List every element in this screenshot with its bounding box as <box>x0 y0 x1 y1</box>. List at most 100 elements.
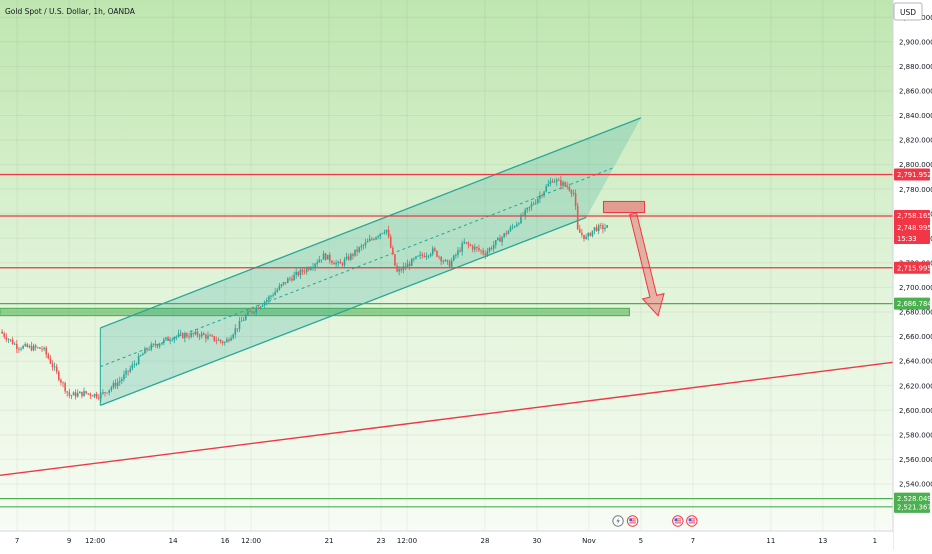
candle-body <box>350 254 352 260</box>
candle-body <box>326 254 329 260</box>
candle-body <box>541 195 543 196</box>
candle-body <box>383 232 386 234</box>
candle-body <box>249 311 251 313</box>
time-tick-label: 7 <box>691 537 695 545</box>
candle-body <box>394 254 396 266</box>
candle-body <box>499 237 501 242</box>
candle-body <box>570 190 573 194</box>
candle-body <box>476 246 478 249</box>
price-tick-label: 2,680.000 <box>899 309 932 317</box>
candle-body <box>402 266 405 271</box>
channel-upper-line[interactable] <box>100 117 642 329</box>
candle-body <box>165 337 167 340</box>
candle-body <box>116 382 119 387</box>
candle-body <box>534 202 537 204</box>
candle-body <box>43 347 45 350</box>
candle-body <box>358 247 361 252</box>
candle-body <box>518 223 520 225</box>
candle-body <box>127 370 129 372</box>
rising-trendline[interactable] <box>0 361 894 477</box>
candle-body <box>221 341 224 344</box>
candle-body <box>366 241 369 243</box>
candle-body <box>564 182 566 186</box>
candle-body <box>289 278 291 280</box>
candle-body <box>526 207 529 210</box>
time-tick-label: 7 <box>15 537 19 545</box>
candle-body <box>329 254 331 261</box>
candle-body <box>343 259 346 266</box>
candle-body <box>118 380 121 383</box>
candle-body <box>234 328 237 335</box>
candle-body <box>45 347 48 355</box>
time-tick-label: 28 <box>481 537 490 545</box>
candle-body <box>177 333 180 337</box>
candle-body <box>263 301 266 306</box>
candle-body <box>457 250 459 255</box>
candle-body <box>566 185 569 187</box>
candle-body <box>301 269 304 272</box>
candle-body <box>419 254 421 256</box>
down-projection-arrow[interactable] <box>629 212 665 317</box>
candle-body <box>13 343 16 345</box>
candle-body <box>602 225 604 230</box>
time-tick-label: 12:00 <box>397 537 417 545</box>
flag-event-icon[interactable] <box>672 515 684 527</box>
candle-body <box>333 262 335 265</box>
candle-body <box>606 225 608 228</box>
candle-body <box>513 226 516 228</box>
candle-body <box>494 240 497 245</box>
candle-body <box>265 299 268 302</box>
candle-body <box>22 345 24 349</box>
candle-body <box>100 393 102 399</box>
candle-body <box>591 230 594 236</box>
candle-body <box>223 342 226 344</box>
currency-button[interactable]: USD <box>893 2 923 21</box>
flash-event-icon[interactable] <box>612 515 624 527</box>
candle-body <box>410 258 413 266</box>
candle-body <box>455 254 457 256</box>
candle-body <box>478 248 480 251</box>
candle-body <box>469 244 472 246</box>
candle-body <box>47 354 50 359</box>
flag-event-icon[interactable] <box>686 515 698 527</box>
candle-body <box>442 261 445 262</box>
candle-body <box>549 181 552 184</box>
candle-body <box>219 339 222 342</box>
candle-body <box>163 339 165 343</box>
candle-body <box>452 255 455 261</box>
candle-body <box>167 337 169 341</box>
candle-body <box>213 336 216 341</box>
candle-body <box>190 333 192 338</box>
candle-body <box>352 254 354 256</box>
candle-body <box>74 392 77 397</box>
candle-body <box>280 284 283 286</box>
candle-body <box>169 340 171 342</box>
candle-body <box>467 242 470 245</box>
candle-body <box>232 334 234 338</box>
candle-body <box>211 335 213 337</box>
candle-body <box>511 226 514 228</box>
candle-body <box>547 183 550 187</box>
candle-body <box>400 269 403 271</box>
candle-body <box>406 263 409 268</box>
candle-body <box>318 259 321 263</box>
candle-body <box>68 392 71 396</box>
candle-body <box>595 227 598 232</box>
candle-body <box>242 319 245 321</box>
candle-body <box>316 262 319 264</box>
price-tick-label: 2,640.000 <box>899 358 932 366</box>
price-level-label-box <box>894 500 930 513</box>
candle-body <box>207 335 209 339</box>
candle-body <box>104 392 106 393</box>
candle-body <box>179 333 182 334</box>
candle-body <box>228 339 230 341</box>
candle-body <box>5 336 8 340</box>
candle-body <box>125 370 127 375</box>
price-tick-label: 2,600.000 <box>899 407 932 415</box>
channel-lower-line[interactable] <box>100 216 587 406</box>
candle-body <box>81 391 83 397</box>
candle-body <box>492 244 495 249</box>
flag-event-icon[interactable] <box>626 515 639 527</box>
